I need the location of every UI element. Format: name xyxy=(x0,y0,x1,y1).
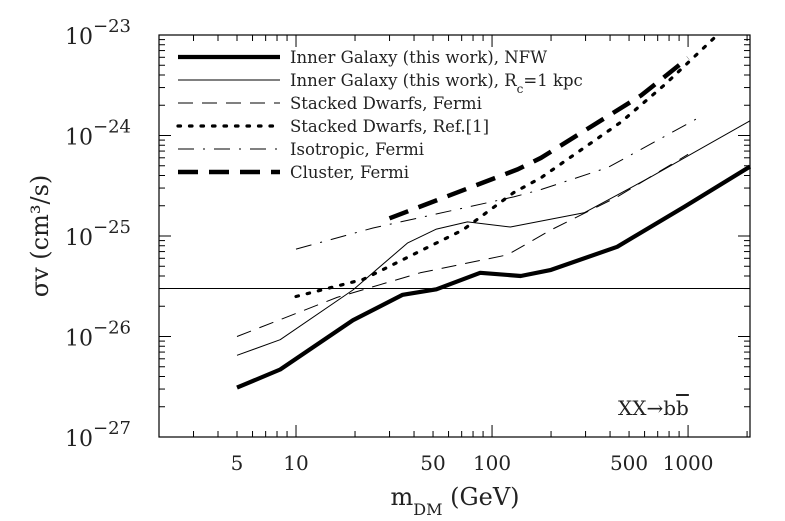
legend-label-2: Inner Galaxy (this work), Rc=1 kpc xyxy=(290,71,583,96)
channel-annotation: XX→bb xyxy=(618,396,689,420)
x-tick-label: 1000 xyxy=(663,451,714,475)
y-tick-label: 10−26 xyxy=(65,318,131,352)
x-tick-label: 5 xyxy=(231,451,244,475)
legend-label-1: Inner Galaxy (this work), NFW xyxy=(290,48,547,67)
y-axis-label: σv (cm³/s) xyxy=(26,175,54,298)
legend-label-3: Stacked Dwarfs, Fermi xyxy=(290,94,482,113)
series-line-6 xyxy=(388,56,690,221)
series-line-3 xyxy=(236,153,689,337)
legend-label-5: Isotropic, Fermi xyxy=(290,140,424,159)
legend: Inner Galaxy (this work), NFW Inner Galax… xyxy=(176,48,583,182)
y-tick-label: 10−24 xyxy=(65,117,131,151)
y-tick-labels: 10−23 10−24 10−25 10−26 10−27 xyxy=(65,16,131,452)
series-curves xyxy=(159,33,752,390)
y-tick-label: 10−27 xyxy=(65,418,131,452)
plot-frame xyxy=(158,34,751,438)
legend-label-4: Stacked Dwarfs, Ref.[1] xyxy=(290,117,489,136)
legend-label-6: Cluster, Fermi xyxy=(290,163,409,182)
x-tick-label: 500 xyxy=(610,451,648,475)
x-tick-label: 10 xyxy=(283,451,308,475)
y-tick-label: 10−25 xyxy=(65,217,131,251)
x-tick-label: 50 xyxy=(420,451,445,475)
x-axis-label: mDM (GeV) xyxy=(390,483,519,519)
y-tick-label: 10−23 xyxy=(65,16,131,50)
overlined-b: b xyxy=(676,396,689,420)
series-line-1 xyxy=(236,164,752,390)
x-tick-labels: 5 10 50 100 500 1000 xyxy=(231,451,714,475)
series-line-2 xyxy=(236,120,751,356)
x-tick-label: 100 xyxy=(473,451,511,475)
